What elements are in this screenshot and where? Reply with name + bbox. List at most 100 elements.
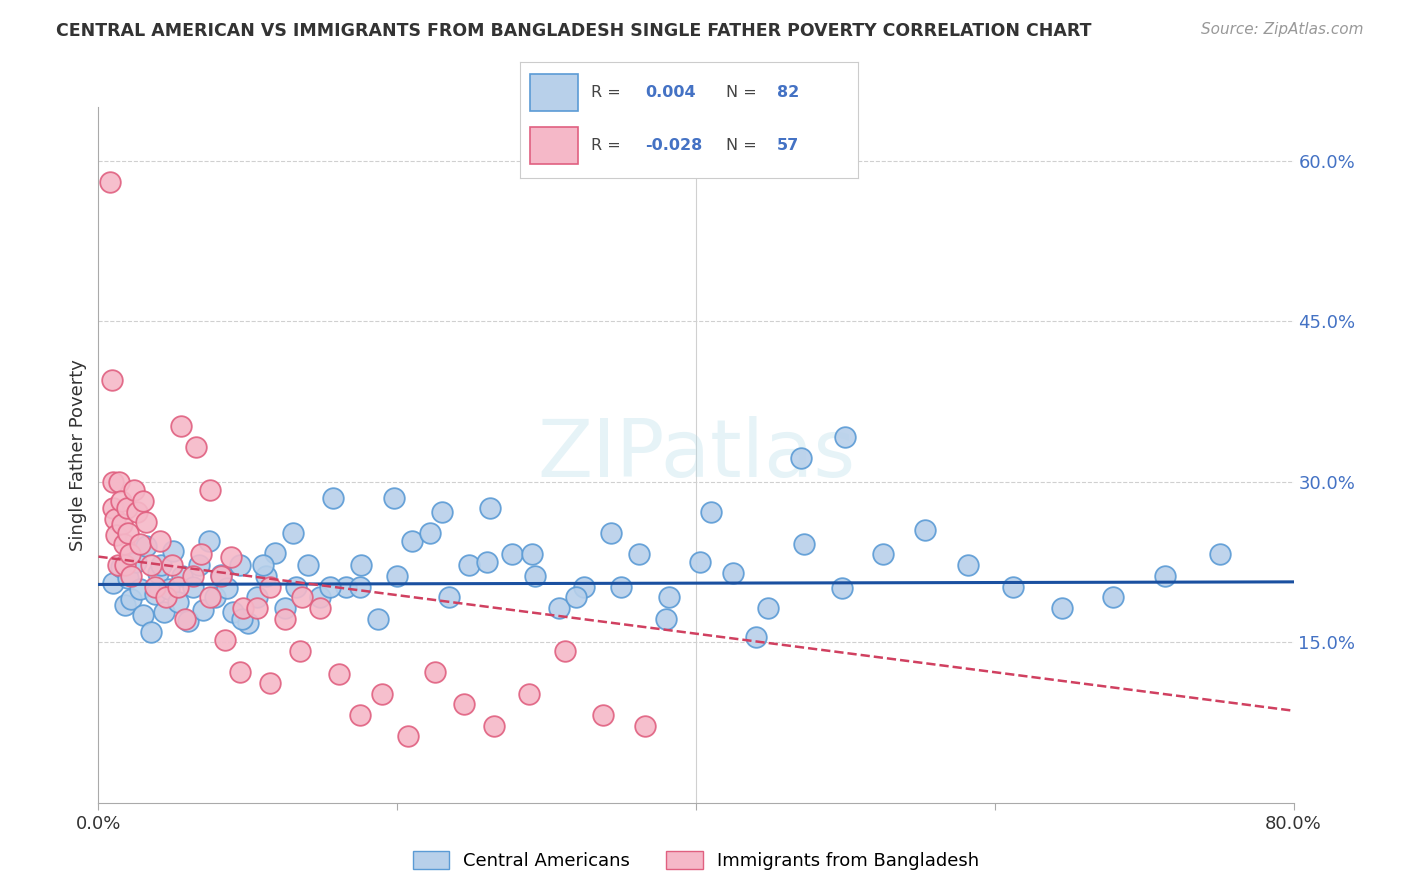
Central Americans: [172, 569, 194, 583]
Central Americans: [367, 612, 389, 626]
Text: 0.004: 0.004: [645, 85, 696, 100]
Immigrants from Bangladesh: [291, 591, 314, 605]
Immigrants from Bangladesh: [108, 475, 131, 489]
Central Americans: [547, 601, 569, 615]
Immigrants from Bangladesh: [209, 569, 232, 583]
Immigrants from Bangladesh: [396, 730, 419, 744]
Central Americans: [478, 501, 501, 516]
Central Americans: [756, 601, 779, 615]
Immigrants from Bangladesh: [103, 475, 125, 489]
Immigrants from Bangladesh: [132, 494, 155, 508]
Immigrants from Bangladesh: [155, 591, 177, 605]
Immigrants from Bangladesh: [129, 537, 152, 551]
Central Americans: [872, 548, 894, 562]
Central Americans: [284, 580, 307, 594]
Central Americans: [385, 569, 409, 583]
Central Americans: [565, 591, 588, 605]
Central Americans: [181, 580, 204, 594]
Central Americans: [322, 491, 344, 505]
Immigrants from Bangladesh: [135, 516, 157, 530]
Central Americans: [628, 548, 651, 562]
Immigrants from Bangladesh: [246, 601, 269, 615]
Immigrants from Bangladesh: [110, 494, 132, 508]
Immigrants from Bangladesh: [200, 591, 222, 605]
Immigrants from Bangladesh: [634, 719, 657, 733]
Central Americans: [120, 592, 142, 607]
Central Americans: [231, 612, 253, 626]
Text: 57: 57: [776, 138, 799, 153]
Central Americans: [263, 546, 285, 560]
Central Americans: [349, 580, 371, 594]
Central Americans: [1209, 548, 1232, 562]
Immigrants from Bangladesh: [118, 548, 141, 562]
Y-axis label: Single Father Poverty: Single Father Poverty: [69, 359, 87, 551]
Immigrants from Bangladesh: [423, 665, 446, 680]
Text: CENTRAL AMERICAN VS IMMIGRANTS FROM BANGLADESH SINGLE FATHER POVERTY CORRELATION: CENTRAL AMERICAN VS IMMIGRANTS FROM BANG…: [56, 22, 1091, 40]
Immigrants from Bangladesh: [149, 533, 172, 548]
Central Americans: [523, 569, 546, 583]
Central Americans: [274, 601, 297, 615]
Text: Source: ZipAtlas.com: Source: ZipAtlas.com: [1201, 22, 1364, 37]
Central Americans: [132, 608, 155, 623]
Immigrants from Bangladesh: [554, 644, 576, 658]
Central Americans: [297, 558, 319, 573]
Immigrants from Bangladesh: [181, 569, 204, 583]
Central Americans: [252, 558, 274, 573]
Central Americans: [222, 605, 245, 619]
Immigrants from Bangladesh: [107, 558, 129, 573]
Central Americans: [236, 615, 259, 630]
Immigrants from Bangladesh: [105, 528, 128, 542]
Central Americans: [350, 558, 373, 573]
Central Americans: [114, 598, 136, 612]
Immigrants from Bangladesh: [517, 687, 540, 701]
Immigrants from Bangladesh: [117, 526, 139, 541]
Immigrants from Bangladesh: [453, 698, 475, 712]
Central Americans: [162, 544, 184, 558]
Central Americans: [198, 533, 221, 548]
Text: N =: N =: [725, 138, 762, 153]
Central Americans: [229, 558, 252, 573]
Central Americans: [1101, 591, 1123, 605]
Immigrants from Bangladesh: [115, 501, 138, 516]
Immigrants from Bangladesh: [232, 601, 254, 615]
Central Americans: [157, 582, 180, 596]
Central Americans: [110, 560, 132, 574]
Central Americans: [723, 566, 745, 580]
Central Americans: [599, 526, 621, 541]
Central Americans: [520, 548, 543, 562]
Immigrants from Bangladesh: [166, 580, 188, 594]
Immigrants from Bangladesh: [127, 505, 149, 519]
Central Americans: [103, 576, 125, 591]
Central Americans: [153, 605, 176, 619]
Central Americans: [831, 581, 853, 595]
Central Americans: [658, 591, 681, 605]
Central Americans: [148, 566, 170, 580]
Central Americans: [430, 505, 453, 519]
Immigrants from Bangladesh: [101, 373, 124, 387]
Central Americans: [246, 591, 269, 605]
Central Americans: [401, 533, 423, 548]
Immigrants from Bangladesh: [371, 687, 394, 701]
Immigrants from Bangladesh: [200, 483, 222, 498]
Immigrants from Bangladesh: [484, 719, 506, 733]
Immigrants from Bangladesh: [103, 501, 125, 516]
Immigrants from Bangladesh: [259, 580, 281, 594]
Text: -0.028: -0.028: [645, 138, 703, 153]
Central Americans: [458, 558, 481, 573]
Central Americans: [789, 451, 811, 466]
Central Americans: [319, 580, 342, 594]
Central Americans: [1154, 569, 1177, 583]
Central Americans: [956, 558, 979, 573]
FancyBboxPatch shape: [530, 74, 578, 112]
Text: 82: 82: [776, 85, 799, 100]
Central Americans: [129, 582, 152, 596]
Immigrants from Bangladesh: [592, 708, 614, 723]
Text: R =: R =: [591, 138, 626, 153]
Central Americans: [166, 594, 188, 608]
Central Americans: [475, 555, 498, 569]
Text: N =: N =: [725, 85, 762, 100]
Central Americans: [1050, 601, 1073, 615]
Central Americans: [700, 505, 723, 519]
Central Americans: [308, 591, 330, 605]
Immigrants from Bangladesh: [259, 676, 281, 690]
